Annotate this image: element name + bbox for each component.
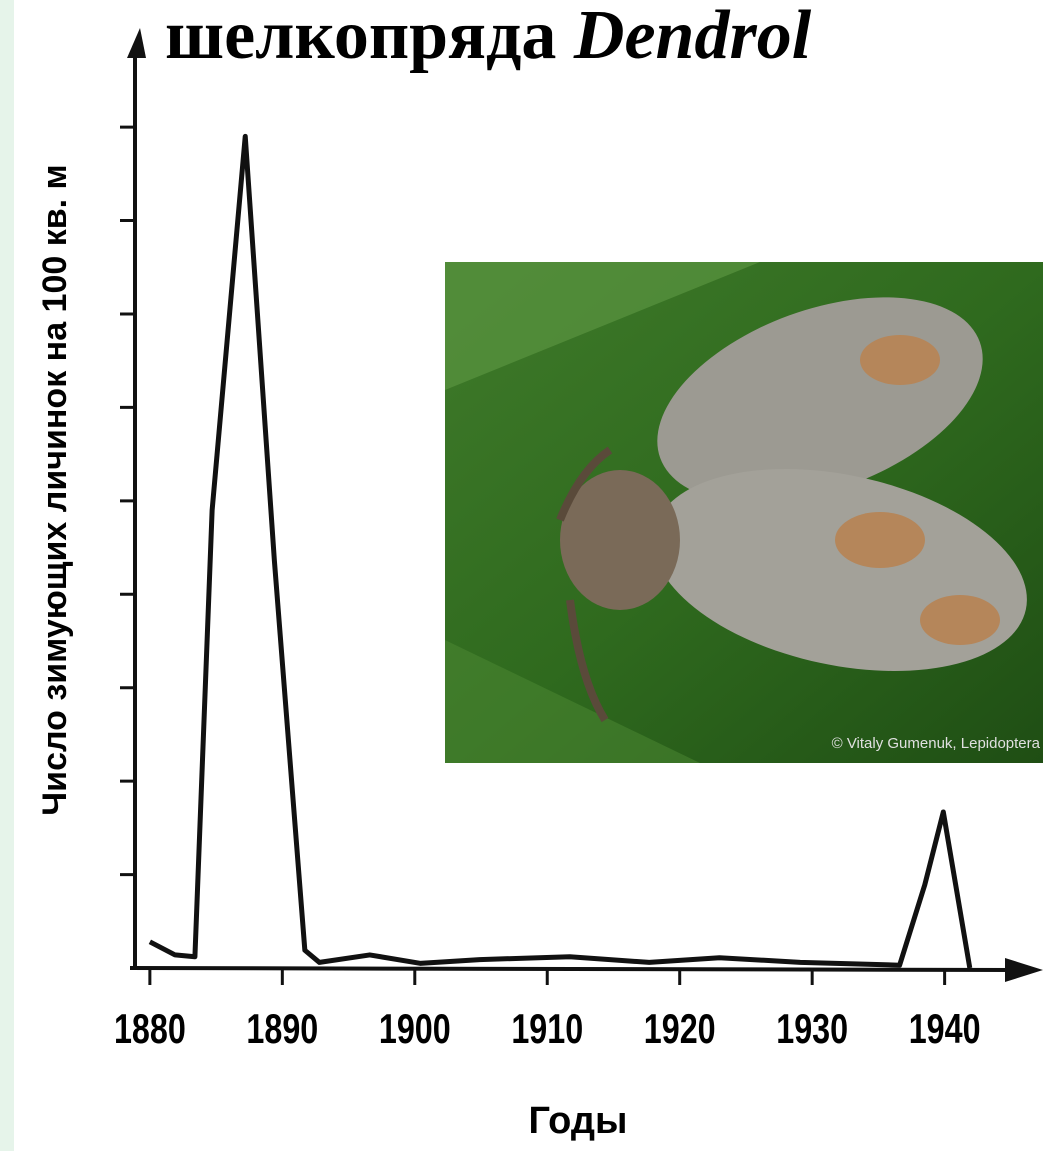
x-tick-label: 1920: [644, 1005, 716, 1052]
x-tick-label: 1940: [909, 1005, 981, 1052]
x-tick-label: 1910: [511, 1005, 583, 1052]
y-arrow: [127, 28, 146, 58]
x-axis-label: Годы: [529, 1100, 628, 1142]
x-tick-label: 1880: [114, 1005, 186, 1052]
photo: © Vitaly Gumenuk, Lepidoptera: [445, 257, 1043, 763]
y-axis-label: Число зимующих личинок на 100 кв. м: [36, 164, 74, 815]
x-axis: [130, 968, 1020, 970]
chart: шелкопряда Dendrol Число зимующих личино…: [0, 0, 1043, 1151]
x-tick-label: 1900: [379, 1005, 451, 1052]
x-tick-label: 1930: [776, 1005, 848, 1052]
x-tick-label: 1890: [246, 1005, 318, 1052]
side-strip: [0, 0, 14, 1151]
chart-title: шелкопряда Dendrol: [165, 0, 812, 74]
photo-caption: © Vitaly Gumenuk, Lepidoptera: [832, 735, 1041, 752]
x-arrow: [1005, 958, 1043, 982]
